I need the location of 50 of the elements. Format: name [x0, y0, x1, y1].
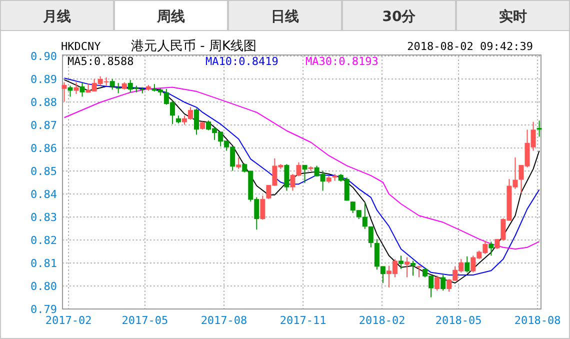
- y-tick-label: 0.88: [30, 96, 57, 109]
- text: 实时: [499, 8, 527, 25]
- y-tick-label: 0.87: [30, 119, 57, 132]
- text: 日线: [271, 9, 299, 25]
- series-label: MA5:0.8588: [68, 55, 134, 68]
- candlestick: [260, 195, 266, 220]
- candlestick: [464, 256, 470, 273]
- candlestick: [302, 164, 308, 184]
- x-tick-label: 2017-02: [45, 314, 92, 327]
- candlestick: [236, 156, 242, 170]
- x-tick-label: 2017-05: [122, 314, 168, 327]
- y-tick-label: 0.85: [30, 165, 57, 178]
- x-tick-label: 2018-05: [435, 314, 482, 327]
- candlestick: [362, 202, 368, 230]
- y-tick-label: 0.80: [30, 280, 57, 293]
- x-tick-label: 2017-11: [280, 314, 326, 327]
- candlestick: [440, 274, 446, 292]
- chart-title: 港元人民币 - 周K线图: [131, 39, 256, 54]
- candlestick: [368, 226, 374, 248]
- y-tick-label: 0.81: [30, 257, 57, 270]
- y-tick-label: 0.90: [30, 50, 57, 63]
- x-tick-label: 2017-08: [200, 314, 248, 327]
- text: 周线: [156, 9, 185, 25]
- text: MA10:0.8419: [206, 55, 278, 68]
- text: MA30:0.8193: [306, 55, 378, 68]
- y-tick-label: 0.82: [30, 234, 57, 247]
- chart-subtitle: HKDCNY: [61, 40, 102, 53]
- candlestick: [80, 82, 85, 98]
- text: 30分: [382, 9, 417, 25]
- text: 月线: [42, 9, 71, 25]
- candlestick: [404, 256, 410, 278]
- candlestick: [116, 82, 121, 94]
- candlestick: [194, 108, 200, 136]
- candlestick: [62, 82, 67, 102]
- candlestick: [284, 164, 290, 192]
- y-tick-label: 0.79: [30, 303, 57, 316]
- y-tick-label: 0.89: [30, 73, 57, 86]
- candlestick: [536, 120, 542, 138]
- candlestick: [488, 241, 494, 256]
- candlestick: [410, 260, 416, 276]
- y-tick-label: 0.86: [30, 142, 57, 155]
- candlestick: [434, 275, 440, 292]
- candlestick: [110, 78, 115, 90]
- line-series: [64, 86, 540, 250]
- x-tick-label: 2018-08: [514, 314, 561, 327]
- x-tick-label: 2018-02: [358, 314, 406, 327]
- y-tick-label: 0.84: [30, 188, 58, 201]
- candlestick: [398, 255, 404, 270]
- y-tick-label: 0.83: [30, 211, 57, 224]
- text: 2018-08-02 09:42:39: [407, 40, 533, 53]
